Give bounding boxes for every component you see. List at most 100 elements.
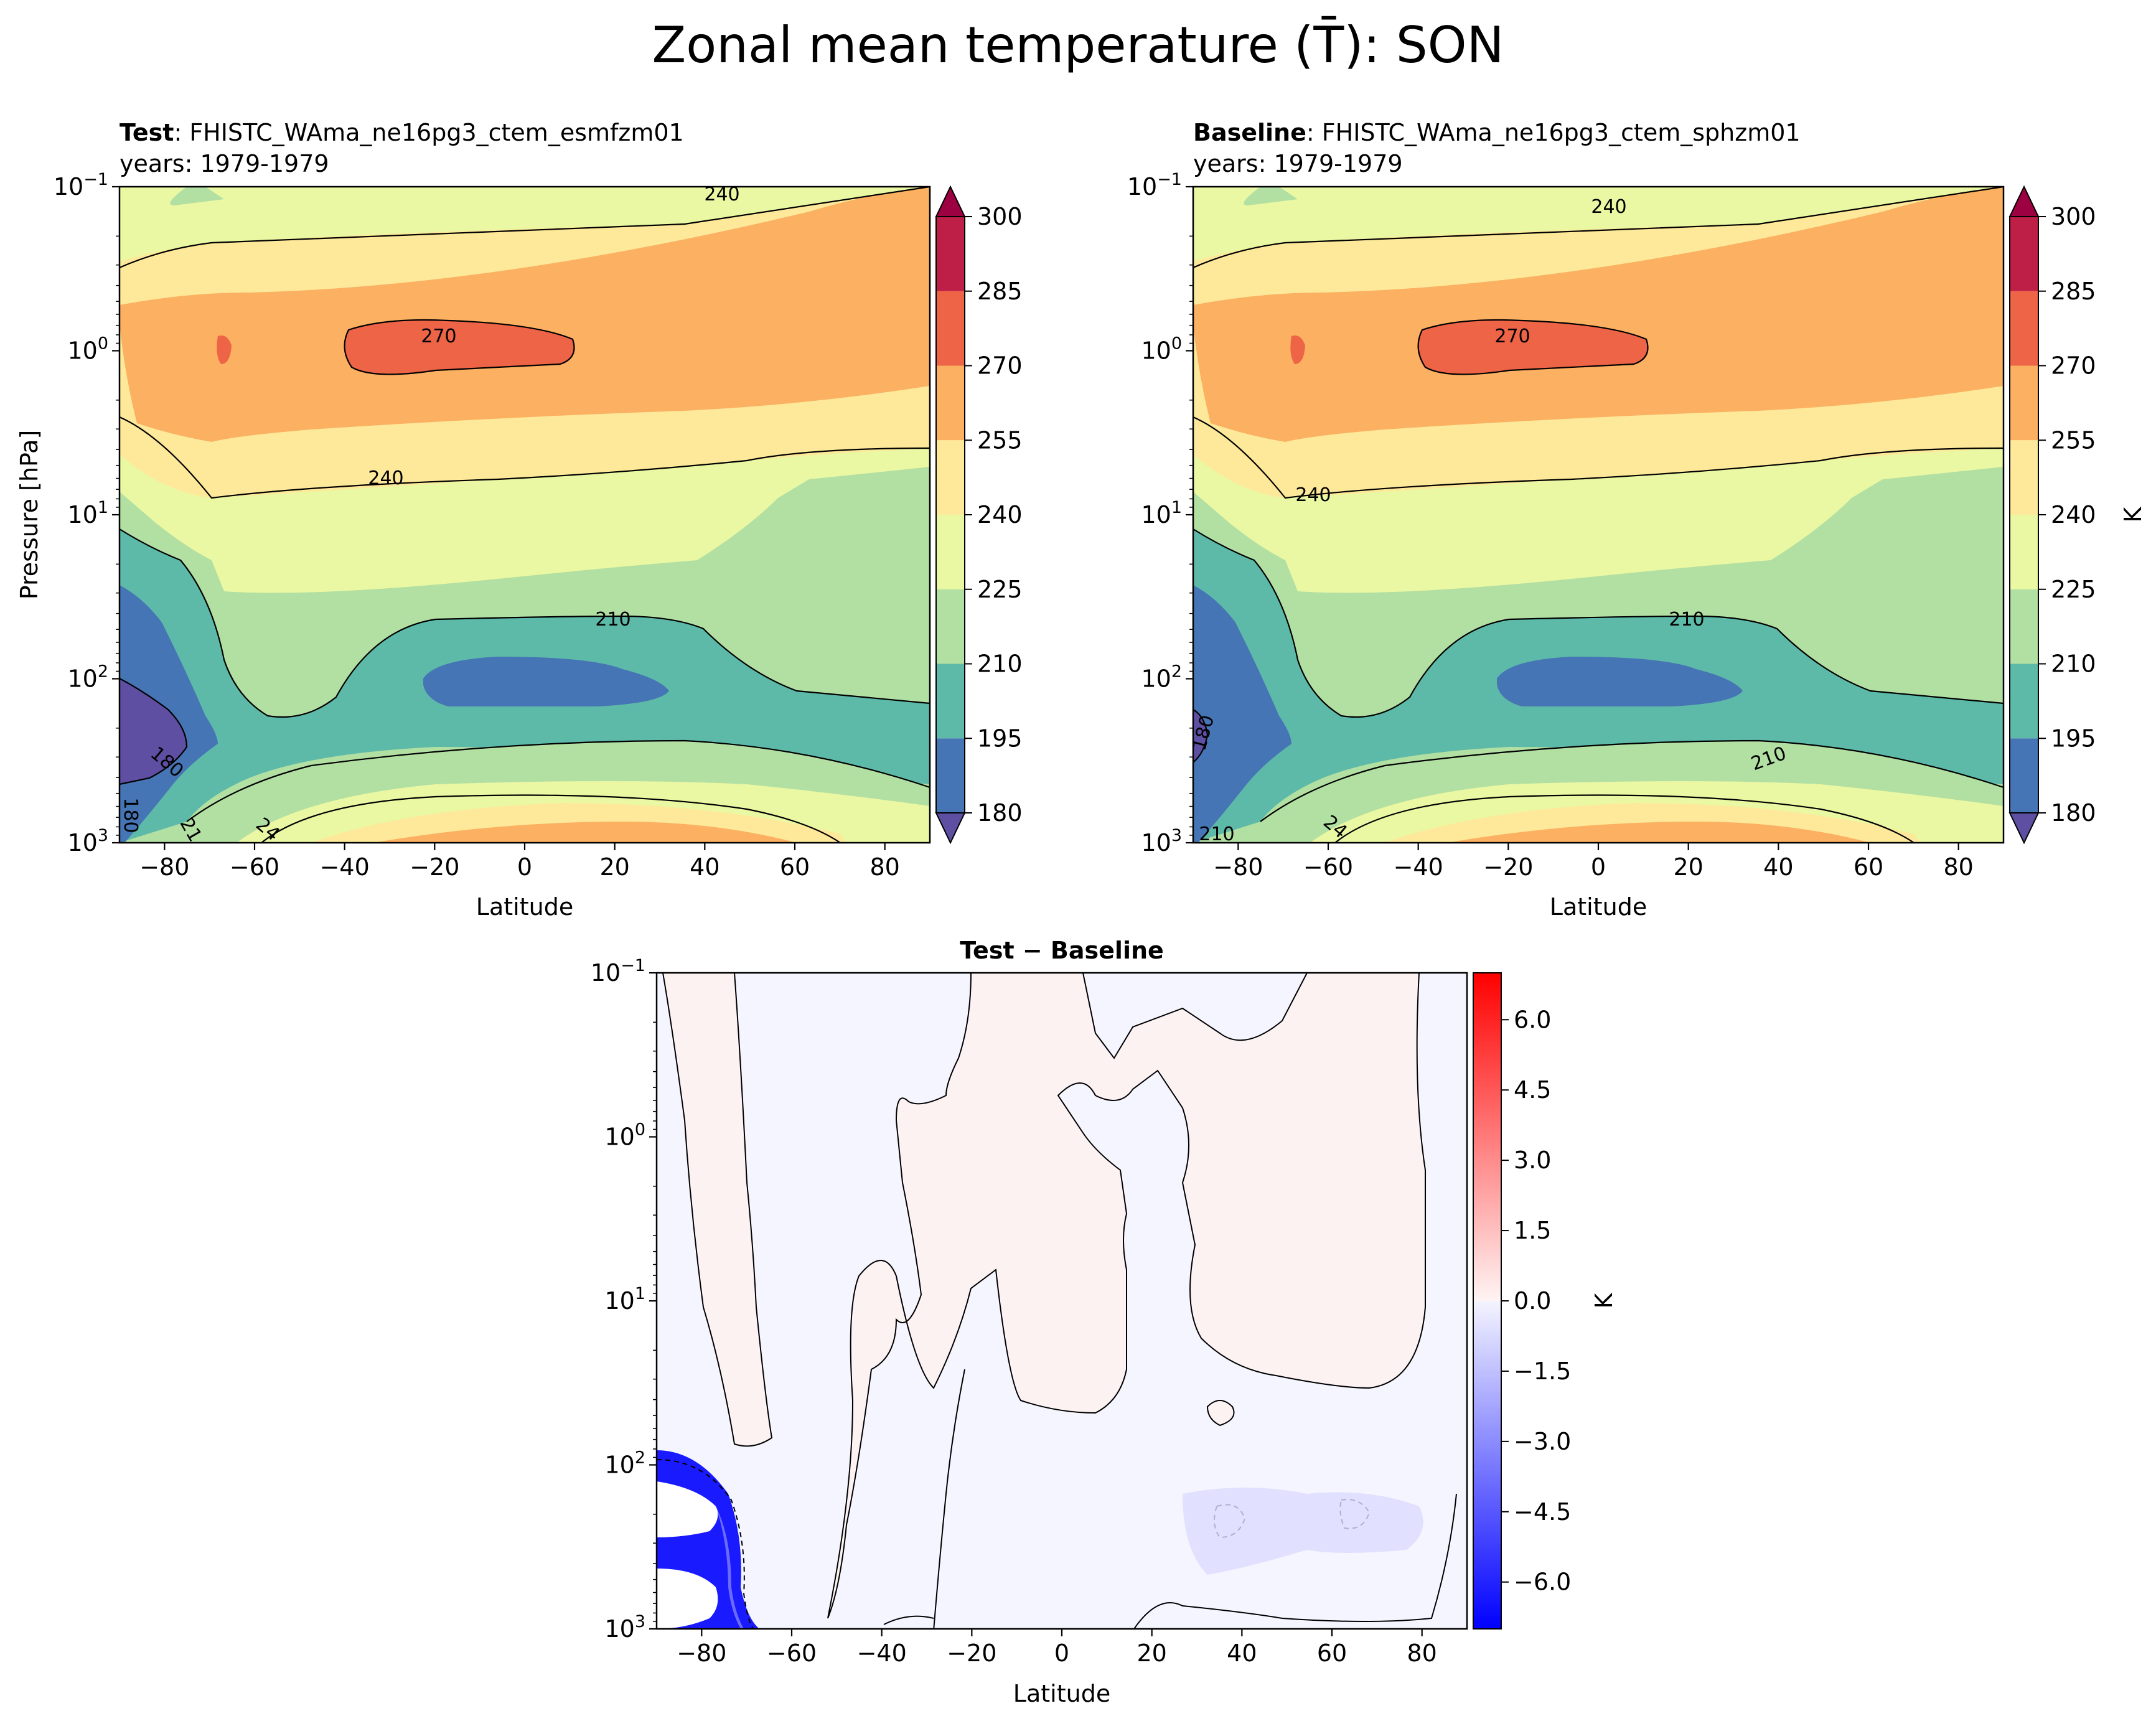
colorbar-tick-label: 225 (977, 576, 1023, 603)
colorbar-segment (2010, 664, 2038, 739)
panel-baseline-contours (1193, 187, 2004, 843)
diff-colorbar-ticks: 6.0 4.5 3.0 1.5 0.0 −1.5 −3.0 −4.5 −6.0 (1501, 1006, 1571, 1596)
colorbar-segment (2010, 217, 2038, 291)
y-tick-label: 101 (604, 1284, 645, 1315)
panel-test-xticks: −80 −60 −40 −20 0 20 40 60 80 (139, 843, 900, 881)
figure-title: Zonal mean temperature (T̄): SON (652, 16, 1504, 74)
colorbar-tick-label: 225 (2051, 576, 2096, 603)
x-tick-label: −60 (767, 1639, 817, 1667)
colorbar-segment (2010, 589, 2038, 664)
colorbar-tick-label: 4.5 (1514, 1076, 1551, 1104)
colorbar-tick-label: 255 (977, 426, 1023, 454)
x-tick-label: −80 (1213, 853, 1263, 881)
panel-difference-cbar-label: K (1590, 1292, 1618, 1308)
x-tick-label: 20 (599, 853, 629, 881)
band-under-180 (120, 678, 187, 784)
band-255-270-lower (373, 822, 797, 843)
colorbar-segment (936, 515, 965, 589)
colorbar-segment (936, 217, 965, 291)
x-tick-label: −40 (320, 853, 370, 881)
diff-positive-regions (662, 973, 1426, 1619)
x-tick-label: −40 (1394, 853, 1443, 881)
x-tick-label: −20 (410, 853, 459, 881)
y-tick-label: 103 (67, 826, 108, 856)
y-tick-label: 10−1 (54, 170, 108, 200)
colorbar-segment (2010, 440, 2038, 515)
panel-test-contours (120, 187, 930, 843)
panel-baseline-subtitle: years: 1979-1979 (1193, 150, 1403, 177)
panel-difference: Test − Baseline (591, 937, 1618, 1707)
colorbar-tick-label: 6.0 (1514, 1006, 1551, 1033)
colorbar-tick-label: 195 (2051, 725, 2096, 752)
band-255-270 (120, 187, 930, 442)
band-255-270-lower (1447, 822, 1870, 843)
colorbar-tick-label: 285 (2051, 278, 2096, 305)
contour-label: 240 (704, 184, 739, 205)
colorbar-segment (936, 365, 965, 441)
colorbar-tick-label: −3.0 (1514, 1428, 1571, 1455)
colorbar-segment (936, 291, 965, 366)
x-tick-label: 20 (1673, 853, 1703, 881)
colorbar-tick-label: −6.0 (1514, 1569, 1571, 1596)
panel-baseline: Baseline: FHISTC_WAma_ne16pg3_ctem_sphzm… (1127, 119, 2147, 921)
contour-label: 240 (1591, 196, 1626, 218)
colorbar-tick-label: 285 (977, 278, 1023, 305)
y-tick-label: 102 (604, 1448, 645, 1479)
panel-baseline-yticks: 10−1 100 101 102 103 (1127, 170, 1193, 856)
panel-difference-title: Test − Baseline (960, 937, 1164, 964)
panel-test-subtitle: years: 1979-1979 (120, 150, 329, 177)
colorbar-tick-label: 270 (977, 352, 1023, 380)
band-180-195-blob (423, 657, 669, 706)
colorbar-segment (936, 738, 965, 813)
colorbar-tick-label: −4.5 (1514, 1498, 1571, 1526)
panel-difference-yticks: 10−1 100 101 102 103 (591, 956, 657, 1643)
panel-test: Test: FHISTC_WAma_ne16pg3_ctem_esmfzm01 … (16, 119, 1023, 921)
y-tick-label: 102 (67, 662, 108, 693)
y-tick-label: 102 (1141, 662, 1182, 693)
diff-negative-ring1 (657, 1463, 744, 1629)
colorbar-tick-label: 255 (2051, 426, 2096, 454)
colorbar-tick-label: 180 (977, 799, 1023, 827)
panel-baseline-cbar-label: K (2119, 506, 2147, 522)
panel-baseline-title-bold: Baseline (1193, 119, 1306, 146)
x-tick-label: 20 (1137, 1639, 1166, 1667)
x-tick-label: −20 (947, 1639, 996, 1667)
diff-colorbar-gradient (1473, 972, 1502, 1630)
x-tick-label: 60 (1854, 853, 1883, 881)
x-tick-label: 40 (1227, 1639, 1257, 1667)
band-180-195-blob (1497, 657, 1743, 706)
x-tick-label: −60 (230, 853, 279, 881)
colorbar-extend-over (2008, 185, 2040, 217)
panel-test-colorbar: 180 195 210 225 240 255 270 285 300 (935, 185, 1023, 845)
colorbar-extend-under (2008, 812, 2040, 845)
x-tick-label: −80 (139, 853, 189, 881)
x-tick-label: −60 (1303, 853, 1353, 881)
panel-test-title-bold: Test (120, 119, 174, 146)
x-tick-label: 60 (780, 853, 810, 881)
panel-baseline-title: Baseline: FHISTC_WAma_ne16pg3_ctem_sphzm… (1193, 119, 1801, 146)
colorbar-tick-label: 210 (2051, 650, 2096, 678)
contour-label: 210 (1669, 609, 1704, 631)
contour-label: 210 (1199, 823, 1234, 845)
contour-label: 240 (1295, 484, 1331, 506)
panel-baseline-title-rest: : FHISTC_WAma_ne16pg3_ctem_sphzm01 (1306, 119, 1801, 146)
panel-baseline-xticks: −80 −60 −40 −20 0 20 40 60 80 (1213, 843, 1974, 881)
panel-test-title: Test: FHISTC_WAma_ne16pg3_ctem_esmfzm01 (120, 119, 684, 146)
y-tick-label: 10−1 (1127, 170, 1182, 200)
y-tick-label: 10−1 (591, 956, 645, 987)
x-tick-label: 40 (1763, 853, 1793, 881)
colorbar-tick-label: 240 (977, 501, 1023, 528)
colorbar-segment (2010, 738, 2038, 813)
x-tick-label: 0 (1591, 853, 1606, 881)
y-tick-label: 103 (1141, 826, 1182, 856)
panel-difference-colorbar: 6.0 4.5 3.0 1.5 0.0 −1.5 −3.0 −4.5 −6.0 (1473, 972, 1571, 1630)
colorbar-tick-label: 195 (977, 725, 1023, 752)
colorbar-tick-label: 270 (2051, 352, 2096, 380)
colorbar-tick-label: 3.0 (1514, 1147, 1551, 1174)
x-tick-label: −20 (1483, 853, 1533, 881)
colorbar-segment (936, 664, 965, 739)
colorbar-tick-label: 300 (2051, 203, 2096, 230)
panel-baseline-xlabel: Latitude (1550, 893, 1647, 921)
y-tick-label: 101 (1141, 498, 1182, 528)
